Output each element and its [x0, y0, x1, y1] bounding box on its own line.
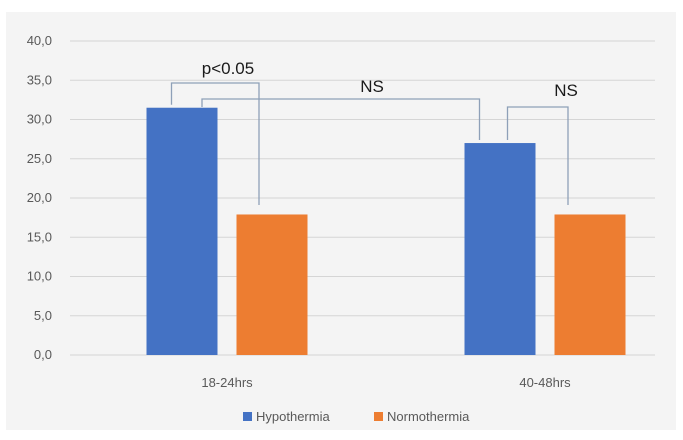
- y-tick-label: 5,0: [34, 308, 52, 323]
- legend-label: Hypothermia: [256, 409, 330, 424]
- y-tick-label: 35,0: [27, 72, 52, 87]
- y-tick-label: 10,0: [27, 269, 52, 284]
- annotation-label: p<0.05: [202, 59, 254, 78]
- y-tick-label: 15,0: [27, 229, 52, 244]
- annotation-label: NS: [360, 77, 384, 96]
- x-tick-label: 18-24hrs: [201, 375, 253, 390]
- bar-hypothermia-0: [146, 107, 218, 355]
- bracket-ns-between-groups: [201, 98, 481, 140]
- annotation-label: NS: [554, 81, 578, 100]
- bar-normothermia-0: [236, 214, 308, 355]
- y-tick-label: 30,0: [27, 112, 52, 127]
- bracket-ns-40-48: [506, 106, 569, 205]
- y-axis-tick-labels: 0,0 5,0 10,0 15,0 20,0 25,0 30,0 35,0 40,0: [27, 33, 52, 362]
- y-tick-label: 40,0: [27, 33, 52, 48]
- y-tick-label: 20,0: [27, 190, 52, 205]
- y-tick-label: 0,0: [34, 347, 52, 362]
- legend-swatch-hypothermia: [243, 412, 252, 421]
- x-tick-label: 40-48hrs: [519, 375, 571, 390]
- legend-swatch-normothermia: [374, 412, 383, 421]
- bar-normothermia-1: [554, 214, 626, 355]
- significance-brackets: p<0.05 NS NS: [170, 59, 578, 205]
- y-tick-label: 25,0: [27, 151, 52, 166]
- bar-hypothermia-1: [464, 143, 536, 355]
- bars: [146, 107, 626, 355]
- legend-label: Normothermia: [387, 409, 470, 424]
- x-axis-tick-labels: 18-24hrs 40-48hrs: [201, 375, 571, 390]
- bracket-pvalue: [170, 82, 260, 205]
- legend: Hypothermia Normothermia: [243, 409, 470, 424]
